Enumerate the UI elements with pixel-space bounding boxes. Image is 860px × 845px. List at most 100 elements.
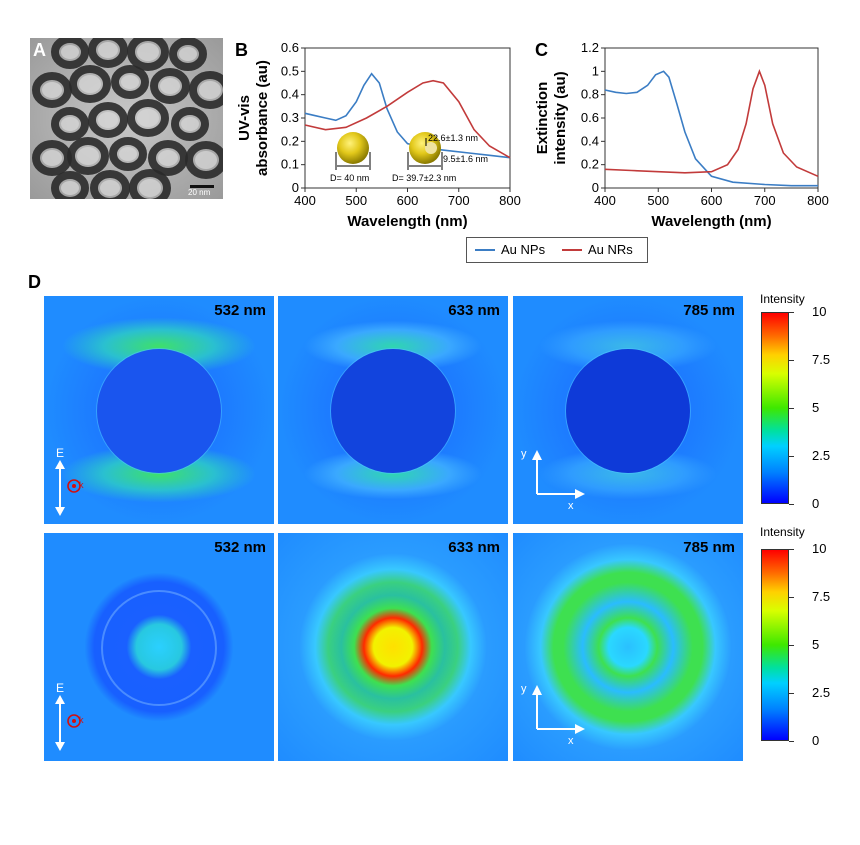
tem-particle <box>109 137 147 171</box>
y-tick-label: 0.2 <box>281 133 299 148</box>
np-diameter-label: D= 40 nm <box>330 173 370 183</box>
field-map-nr-633-nm: 633 nm <box>278 533 508 761</box>
tem-particle-core <box>42 82 62 98</box>
panel-label-c: C <box>535 40 548 60</box>
tem-particle <box>111 65 149 99</box>
y-tick-label: 1 <box>592 63 599 78</box>
x-axis-label: Wavelength (nm) <box>651 213 771 230</box>
tem-particle-core <box>119 147 137 161</box>
x-tick-label: 500 <box>345 193 367 208</box>
field-map-np-785-nm: 785 nm y x <box>513 296 743 524</box>
tem-particle-core <box>181 117 199 131</box>
tem-particle-core <box>195 151 217 169</box>
y-axis-label: UV-visabsorbance (au) <box>236 60 271 176</box>
tem-particle-core <box>42 150 62 166</box>
panel-label-b: B <box>235 40 248 60</box>
series-line-au-nrs <box>304 79 511 159</box>
tem-image: 20 nm <box>30 38 223 199</box>
y-tick-label: 1.2 <box>581 40 599 55</box>
legend: Au NPs Au NRs <box>466 237 648 263</box>
colorbar-tick-mark <box>789 597 794 598</box>
nr-thickness-label: 9.5±1.6 nm <box>443 154 488 164</box>
polarization-arrow-icon <box>55 695 81 751</box>
wavelength-label: 785 nm <box>683 302 735 319</box>
series-line-au-nrs <box>604 69 819 178</box>
tem-particle <box>169 38 207 71</box>
colorbar-tick-label: 10 <box>812 304 827 319</box>
x-axis-label: Wavelength (nm) <box>347 213 467 230</box>
k-vector-label: k <box>79 715 84 725</box>
y-axis-arrow-label: y <box>521 448 527 460</box>
tem-particle-core <box>98 42 118 58</box>
y-tick-label: 0.8 <box>581 87 599 102</box>
wavelength-label: 532 nm <box>214 302 266 319</box>
colorbar-tick-mark <box>789 456 794 457</box>
colorbar-tick-label: 0 <box>812 733 820 748</box>
colorbar-title: Intensity <box>760 525 805 539</box>
polarization-arrow-icon <box>55 460 81 516</box>
tem-particle <box>88 102 128 138</box>
colorbar-tick-mark <box>789 645 794 646</box>
tem-particle-core <box>61 181 79 195</box>
colorbar-tick-mark <box>789 549 794 550</box>
x-tick-label: 500 <box>647 193 669 208</box>
tem-particle-core <box>139 179 161 197</box>
x-axis-arrow-label: x <box>568 735 574 747</box>
tem-particle <box>32 72 72 108</box>
y-tick-label: 0.4 <box>281 87 299 102</box>
tem-particle-core <box>77 147 99 165</box>
tem-particle <box>90 170 130 199</box>
y-tick-label: 0.5 <box>281 63 299 78</box>
colorbar-tick-mark <box>789 504 794 505</box>
tem-particle-core <box>160 78 180 94</box>
tem-scale-bar-label: 20 nm <box>188 188 211 197</box>
x-tick-label: 400 <box>594 193 616 208</box>
tem-particle <box>127 38 169 71</box>
tem-particle-core <box>199 81 221 99</box>
nr-shell-label: 22.6±1.3 nm <box>428 133 478 143</box>
tem-particle <box>88 38 128 68</box>
chart-b: 400 500 600 700 800 0 0.1 0.2 0.3 0.4 0.5 0.6 Wavele… <box>236 40 521 230</box>
y-tick-label: 0.6 <box>581 110 599 125</box>
nanoring-shell <box>101 590 217 706</box>
colorbar-gradient <box>761 549 789 741</box>
x-tick-label: 800 <box>499 193 521 208</box>
e-field-label: E <box>56 681 65 695</box>
tem-particle-core <box>158 150 178 166</box>
e-field-label: E <box>56 446 65 460</box>
k-vector-icon <box>67 714 81 728</box>
colorbar-gradient <box>761 312 789 504</box>
x-tick-label: 700 <box>448 193 470 208</box>
nr-inset <box>403 128 463 188</box>
colorbar-tick-label: 2.5 <box>812 448 831 463</box>
legend-label-au-nps: Au NPs <box>501 242 546 257</box>
field-map-nr-785-nm: 785 nm y x <box>513 533 743 761</box>
y-tick-label: 0.1 <box>281 157 299 172</box>
field-map-np-633-nm: 633 nm <box>278 296 508 524</box>
nanoparticle-disc <box>97 349 221 473</box>
colorbar-tick-label: 7.5 <box>812 352 831 367</box>
wavelength-label: 785 nm <box>683 539 735 556</box>
colorbar-tick-mark <box>789 312 794 313</box>
colorbar-tick-label: 7.5 <box>812 589 831 604</box>
tem-particle <box>171 107 209 141</box>
tem-particle <box>127 99 169 137</box>
xy-axes-icon <box>532 450 585 499</box>
legend-label-au-nrs: Au NRs <box>588 242 633 257</box>
colorbar-title: Intensity <box>760 292 805 306</box>
tem-particle <box>150 68 190 104</box>
xy-axes-icon <box>532 685 585 734</box>
legend-swatch-au-nps <box>475 249 495 251</box>
x-tick-label: 400 <box>294 193 316 208</box>
panel-label-a: A <box>33 40 46 60</box>
tem-particle <box>189 71 223 109</box>
y-tick-label: 0 <box>292 180 299 195</box>
chart-c: 400 500 600 700 800 0 0.2 0.4 0.6 0.8 1 1.2 Waveleng… <box>535 40 829 230</box>
y-tick-label: 0.6 <box>281 40 299 55</box>
tem-particle <box>67 137 109 175</box>
wavelength-label: 532 nm <box>214 539 266 556</box>
colorbar-tick-mark <box>789 693 794 694</box>
y-axis-arrow-label: y <box>521 683 527 695</box>
